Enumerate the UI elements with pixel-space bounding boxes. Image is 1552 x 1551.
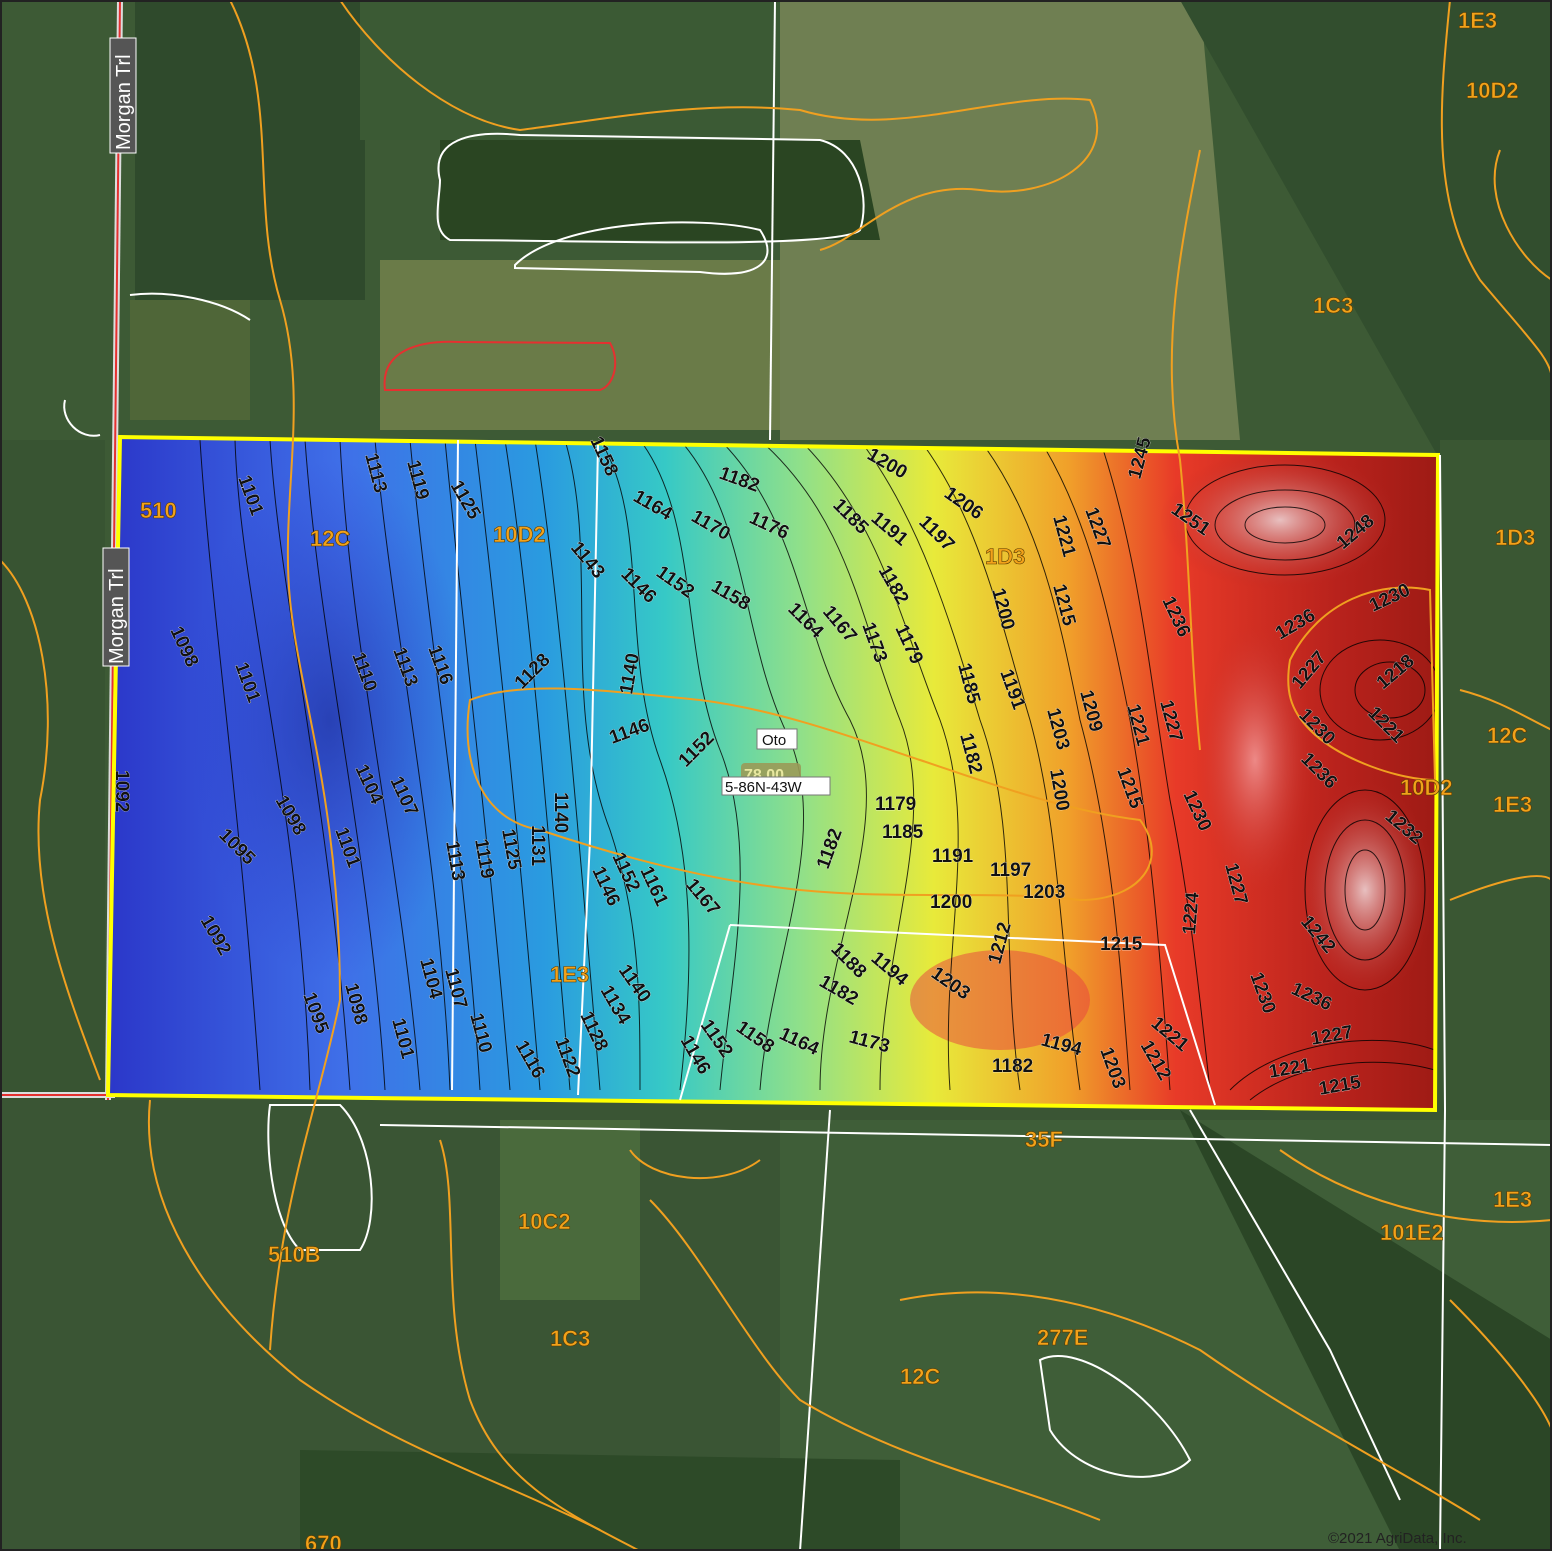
contour-label: 1179 bbox=[875, 794, 916, 815]
road-label-text: Morgan Trl bbox=[113, 54, 135, 150]
road-label-text: Morgan Trl bbox=[106, 568, 128, 664]
contour-label: 1203 bbox=[1023, 882, 1065, 903]
contour-label: 1191 bbox=[932, 846, 974, 867]
contour-label: 1200 bbox=[930, 892, 972, 913]
contour-label: 1092 bbox=[111, 770, 132, 812]
plss-label: 5-86N-43W bbox=[725, 779, 803, 796]
copyright: ©2021 AgriData, Inc. bbox=[1328, 1530, 1467, 1547]
contour-label: 1185 bbox=[882, 822, 924, 843]
contour-label: 1140 bbox=[550, 792, 571, 833]
field-boundary[interactable] bbox=[105, 434, 1441, 1113]
soil-label: 1C3 bbox=[1313, 293, 1353, 318]
soil-label: 101E2 bbox=[1380, 1220, 1444, 1245]
soil-label: 35F bbox=[1025, 1127, 1063, 1152]
soil-unit-labels: 1E3 10D2 1C3 1D3 12C 10D2 1E3 510 12C 10… bbox=[140, 8, 1536, 1551]
soil-label: 1E3 bbox=[550, 962, 589, 987]
contour-lines bbox=[199, 439, 1438, 1101]
contour-label: 1197 bbox=[990, 860, 1031, 881]
soil-label: 1D3 bbox=[1495, 525, 1535, 550]
contour-label: 1182 bbox=[992, 1056, 1033, 1077]
field-name: Oto bbox=[762, 732, 786, 749]
field-info[interactable]: Oto 78.00 5-86N-43W bbox=[721, 728, 831, 796]
contour-label: 1110 bbox=[465, 1011, 496, 1055]
contour-label: 1224 bbox=[1179, 891, 1204, 935]
soil-label: 1E3 bbox=[1493, 792, 1532, 817]
soil-label: 10D2 bbox=[1466, 78, 1519, 103]
soil-label: 277E bbox=[1037, 1325, 1088, 1350]
contour-label: 1215 bbox=[1100, 934, 1143, 955]
soil-label: 10D2 bbox=[493, 522, 546, 547]
soil-label: 12C bbox=[310, 526, 350, 551]
soil-label: 12C bbox=[1487, 723, 1527, 748]
road-label-north: Morgan Trl bbox=[109, 37, 137, 154]
soil-label: 670 bbox=[305, 1531, 342, 1551]
soil-label: 1C3 bbox=[550, 1326, 590, 1351]
soil-label: 1E3 bbox=[1458, 8, 1497, 33]
soil-label: 510 bbox=[140, 498, 177, 523]
soil-label: 12C bbox=[900, 1364, 940, 1389]
soil-label: 1D3 bbox=[985, 544, 1025, 569]
soil-label: 10C2 bbox=[518, 1209, 571, 1234]
soil-label: 10D2 bbox=[1400, 775, 1453, 800]
road-label-south: Morgan Trl bbox=[102, 547, 130, 667]
contour-label: 1131 bbox=[527, 825, 548, 867]
soil-label: 1E3 bbox=[1493, 1187, 1532, 1212]
soil-label: 510B bbox=[268, 1242, 321, 1267]
clu-boundaries bbox=[63, 0, 1552, 1551]
